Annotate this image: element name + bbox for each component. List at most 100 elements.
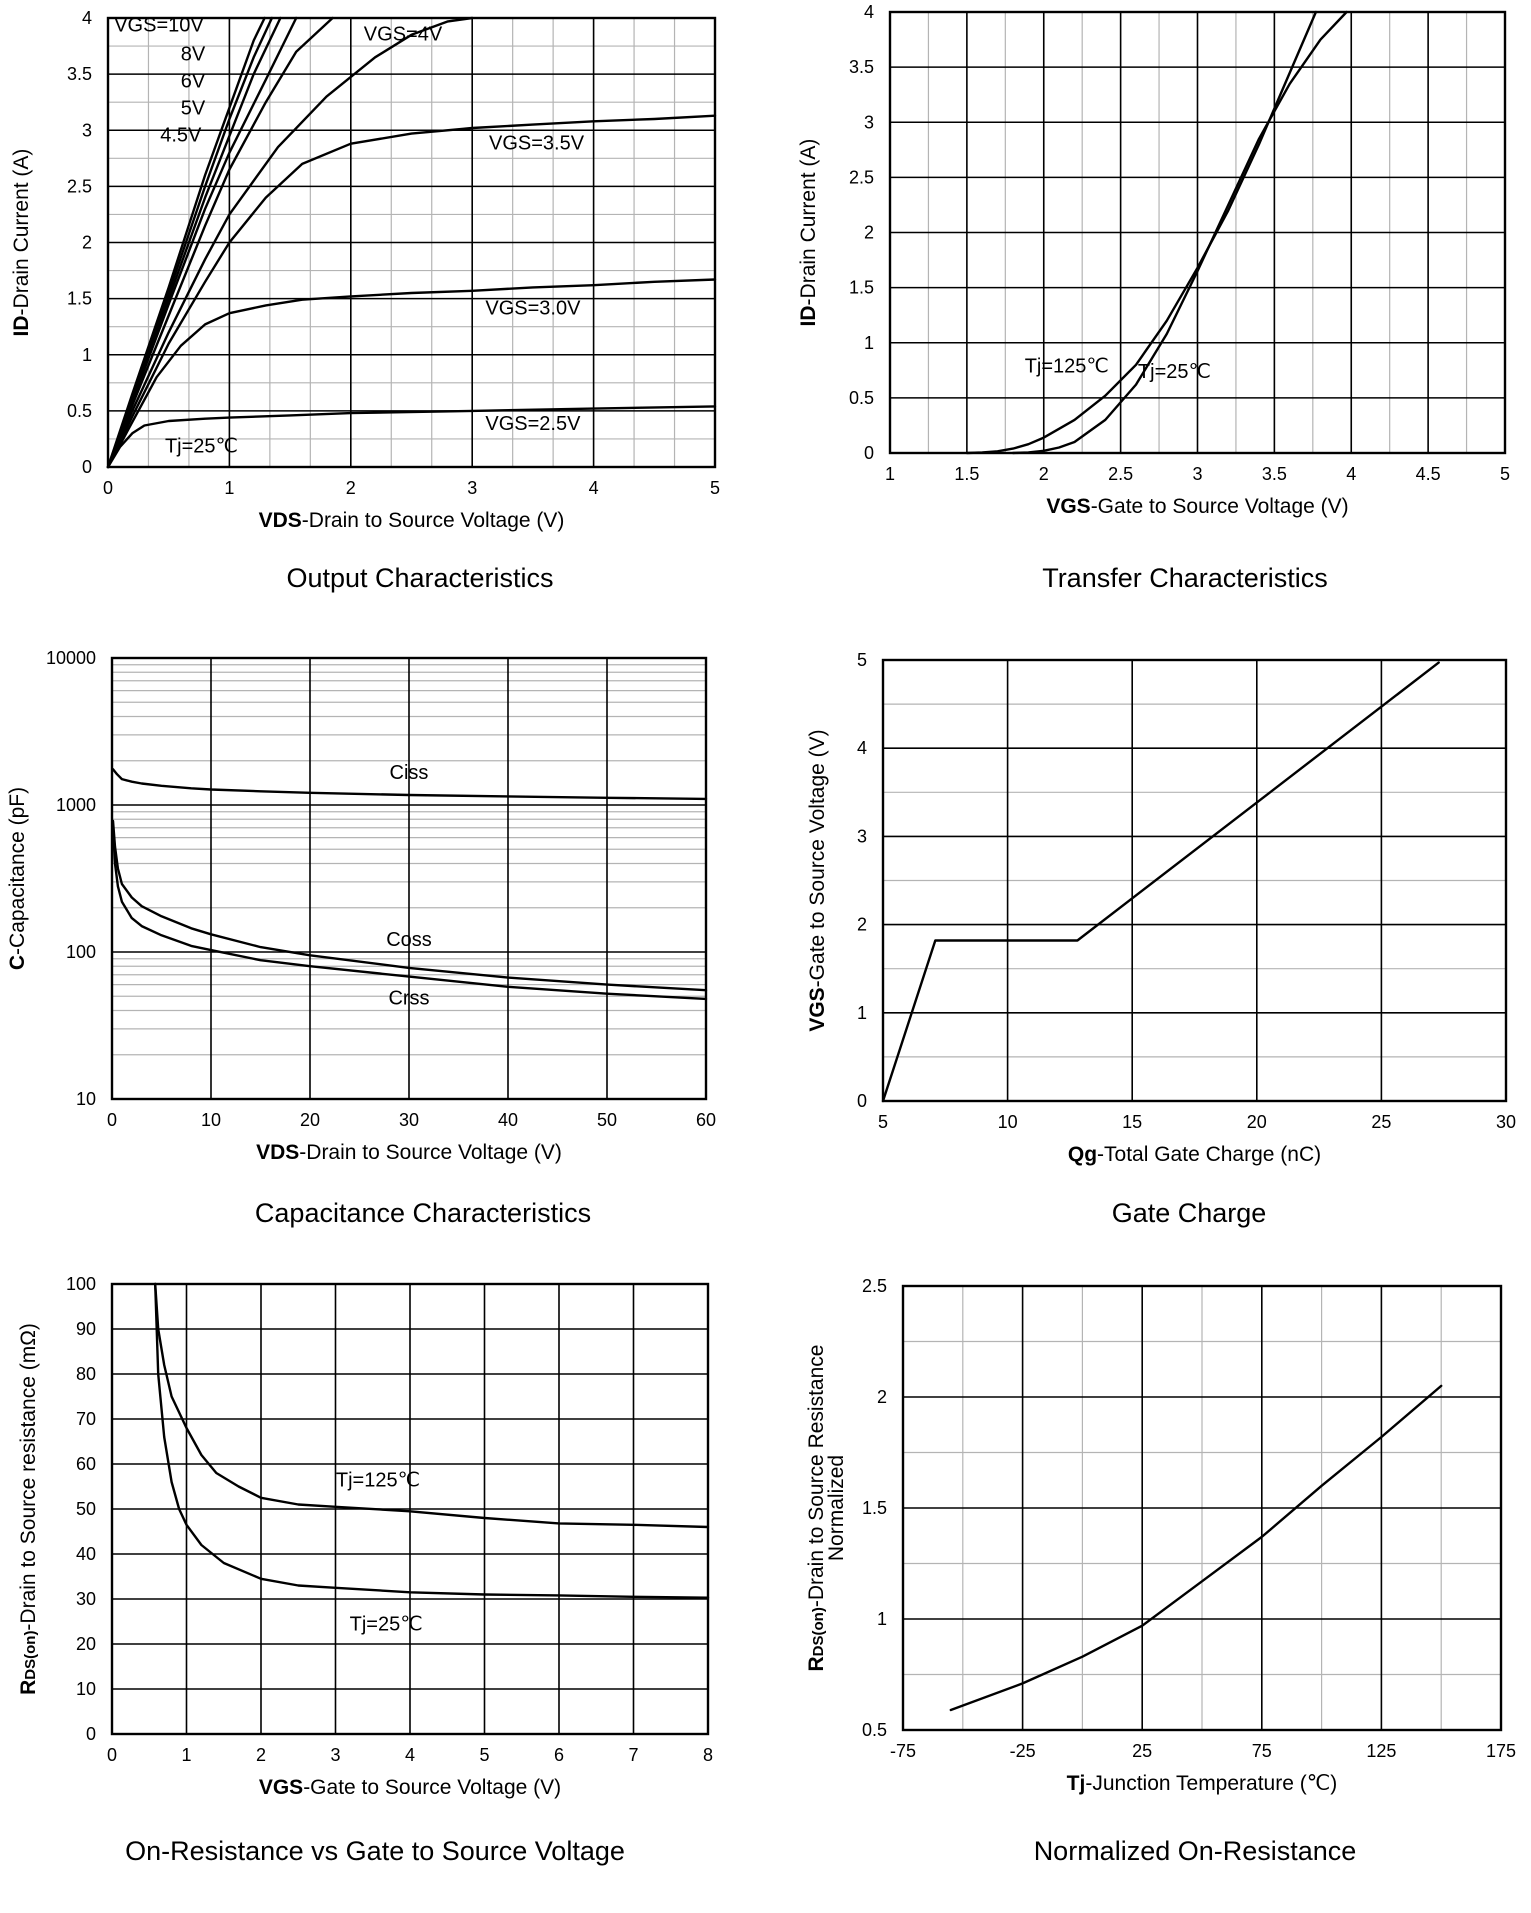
series-line-crss [111, 826, 708, 1001]
y-axis-label-symbol: ID [10, 315, 33, 336]
y-tick-label: 2 [82, 233, 92, 253]
y-tick-label: 1 [82, 345, 92, 365]
series-line-tj-25- [153, 1282, 710, 1599]
y-axis-label: ID-Drain Current (A) [797, 139, 820, 327]
x-tick-label: 30 [1496, 1112, 1516, 1132]
x-tick-label: 125 [1366, 1741, 1396, 1761]
curve-annotation: 4.5V [160, 124, 202, 146]
y-tick-label: 4 [857, 738, 867, 758]
x-tick-label: 2 [346, 478, 356, 498]
x-tick-label: 50 [597, 1110, 617, 1130]
major-gridlines [889, 11, 1506, 454]
y-tick-label: 1000 [56, 795, 96, 815]
plot-frame [106, 16, 717, 469]
y-tick-label: 1.5 [862, 1498, 887, 1518]
y-axis-label: C-Capacitance (pF) [6, 787, 29, 970]
x-tick-label: 1 [224, 478, 234, 498]
y-tick-label: 2 [864, 223, 874, 243]
y-axis-label: RDS(on)-Drain to Source resistance (mΩ) [17, 1323, 40, 1695]
y-tick-label: 100 [66, 942, 96, 962]
chart-title: Transfer Characteristics [1042, 563, 1328, 593]
series-line-vgs-3.0v [106, 278, 717, 469]
minor-gridlines [108, 18, 715, 467]
x-tick-label: 2 [256, 1745, 266, 1765]
x-tick-label: -75 [890, 1741, 916, 1761]
x-tick-label: 0 [107, 1110, 117, 1130]
x-tick-label: 2.5 [1108, 464, 1133, 484]
series-line-vgs-3.5v [106, 114, 717, 469]
x-tick-label: 25 [1132, 1741, 1152, 1761]
y-axis-label-symbol: C [6, 955, 29, 970]
y-tick-label: 90 [76, 1319, 96, 1339]
minor-gridlines [883, 703, 1506, 1058]
x-tick-label: 60 [696, 1110, 716, 1130]
y-tick-label: 3 [857, 826, 867, 846]
transfer-chart: 1 1.5 2 2.5 3 3.5 4 4.5 5 0 0.5 1 1.5 2 2.5 3 3.5 4 VGS-Ga… [797, 2, 1510, 593]
y-tick-label: 0 [857, 1091, 867, 1111]
y-axis-label-symbol: VGS [806, 987, 829, 1031]
y-tick-label: 2.5 [862, 1276, 887, 1296]
x-axis-label: Tj-Junction Temperature (℃) [1067, 1772, 1338, 1795]
y-tick-label: 5 [857, 650, 867, 670]
chart-title: Capacitance Characteristics [255, 1198, 591, 1228]
curve-annotation: VGS=4V [364, 23, 443, 45]
series-line-ciss [111, 768, 708, 801]
y-tick-label: 0 [82, 457, 92, 477]
curve-annotation: Tj=125℃ [336, 1470, 420, 1492]
x-tick-label: 3 [1192, 464, 1202, 484]
x-tick-label: 175 [1486, 1741, 1516, 1761]
series-line-tj-25- [1011, 10, 1348, 455]
series-line-4.5v [106, 16, 334, 469]
series-line-5v [106, 16, 298, 469]
series-group [965, 10, 1348, 455]
y-axis-label-text: -Gate to Source Voltage (V) [806, 729, 829, 987]
x-tick-label: 10 [998, 1112, 1018, 1132]
x-tick-label: 4.5 [1416, 464, 1441, 484]
x-tick-label: 25 [1371, 1112, 1391, 1132]
y-tick-label: 1.5 [67, 289, 92, 309]
x-tick-label: 2 [1039, 464, 1049, 484]
x-tick-label: 10 [201, 1110, 221, 1130]
capacitance-chart: 0 10 20 30 40 50 60 10 100 1000 10000 VDS-Drain to … [6, 648, 716, 1228]
y-axis-label-text: -Drain to Source resistance (mΩ) [17, 1323, 40, 1630]
x-tick-label: 3.5 [1262, 464, 1287, 484]
curve-annotation: 8V [181, 44, 206, 66]
series-group [153, 1282, 710, 1599]
x-tick-label: 8 [703, 1745, 713, 1765]
series-line-vgs-2.5v [106, 405, 717, 469]
y-tick-label: 1 [857, 1003, 867, 1023]
curve-annotation: Tj=25℃ [165, 435, 238, 457]
chart-title: Output Characteristics [286, 563, 553, 593]
y-tick-label: 0 [86, 1724, 96, 1744]
chart-title: Gate Charge [1112, 1198, 1267, 1228]
curve-annotation: VGS=10V [114, 14, 204, 36]
series-line-tj-125- [153, 1282, 710, 1529]
x-tick-label: 40 [498, 1110, 518, 1130]
rdson_vgs-chart: 0 1 2 3 4 5 6 7 80102030405060708090100VGS-Gate … [17, 1274, 713, 1866]
major-gridlines [111, 1283, 709, 1735]
x-axis-label-symbol: VGS [1046, 495, 1090, 518]
x-tick-label: 5 [878, 1112, 888, 1132]
rdson_tj-chart: -75 -25 25 75 125 175 0.5 1 1.5 2 2.5 Tj-Junction T… [805, 1276, 1516, 1866]
x-tick-label: 4 [1346, 464, 1356, 484]
x-tick-label: 4 [589, 478, 599, 498]
output-chart: 0 1 2 3 4 5 0 0.5 1 1.5 2 2.5 3 3.5 4 VDS-Drain to Sour… [10, 8, 720, 593]
y-axis-label: ID-Drain Current (A) [10, 149, 33, 337]
curve-annotation: Ciss [390, 762, 429, 784]
x-tick-label: 20 [300, 1110, 320, 1130]
x-tick-label: 20 [1247, 1112, 1267, 1132]
y-axis-label: VGS-Gate to Source Voltage (V) [806, 729, 829, 1031]
y-axis-label-subscript: DS(on) [810, 1607, 827, 1656]
x-axis-label-text: -Drain to Source Voltage (V) [299, 1141, 562, 1164]
x-axis-label: VGS-Gate to Source Voltage (V) [259, 1776, 561, 1799]
series-group [881, 661, 1440, 1103]
x-axis-label: VGS-Gate to Source Voltage (V) [1046, 495, 1348, 518]
x-axis-label-text: -Total Gate Charge (nC) [1097, 1143, 1321, 1166]
series-line-vgs-4v [106, 16, 474, 469]
curve-annotation: VGS=2.5V [485, 413, 581, 435]
plot-frame [110, 656, 708, 1101]
x-tick-label: 75 [1252, 1741, 1272, 1761]
series-line-tj-125- [965, 10, 1318, 455]
y-tick-label: 1 [864, 333, 874, 353]
y-tick-label: 0 [864, 443, 874, 463]
